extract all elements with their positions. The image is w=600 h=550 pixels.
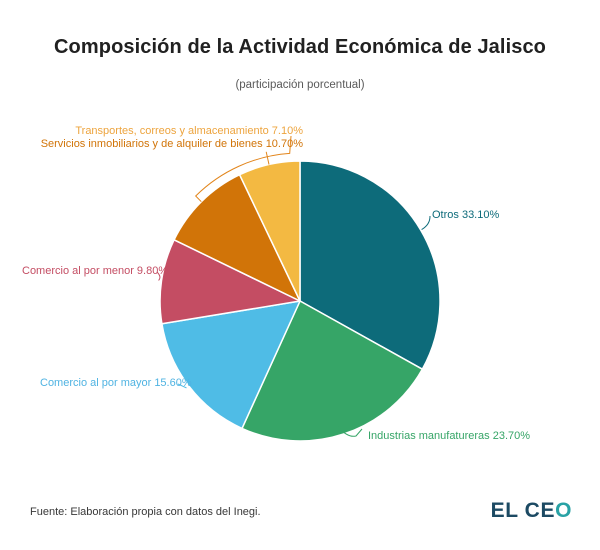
leader-comercio-mayor xyxy=(177,383,187,389)
logo-text-dark: EL CE xyxy=(490,499,556,522)
source-note: Fuente: Elaboración propia con datos del… xyxy=(30,506,261,518)
pie-slice-1[interactable] xyxy=(241,300,424,442)
chart-subtitle: (participación porcentual) xyxy=(235,79,365,91)
el-ceo-logo: EL CEO xyxy=(491,499,572,523)
pie-slice-3[interactable] xyxy=(159,239,301,325)
page-title: Composición de la Actividad Económica de… xyxy=(54,36,546,58)
pie-slice-5[interactable] xyxy=(238,160,301,302)
pie-slice-2[interactable] xyxy=(161,300,301,430)
slice-label-comercio-mayor: Comercio al por mayor 15.60% xyxy=(40,377,192,389)
leader-comercio-menor xyxy=(156,271,161,281)
leader-industrias xyxy=(337,426,363,437)
slice-label-transportes: Transportes, correos y almacenamiento 7.… xyxy=(75,125,303,137)
slice-label-otros: Otros 33.10% xyxy=(432,209,500,221)
slice-label-comercio-menor: Comercio al por menor 9.80% xyxy=(22,265,169,277)
pie-slice-0[interactable] xyxy=(299,160,441,370)
leader-transportes-tick xyxy=(265,151,270,165)
logo-text-accent: O xyxy=(555,499,572,522)
slice-label-servicios-inmobiliarios: Servicios inmobiliarios y de alquiler de… xyxy=(40,138,303,150)
pie-slice-4[interactable] xyxy=(173,173,301,302)
leader-otros xyxy=(421,215,431,231)
slice-label-industrias: Industrias manufatureras 23.70% xyxy=(368,430,531,442)
leader-servicios-bracket xyxy=(194,135,292,203)
